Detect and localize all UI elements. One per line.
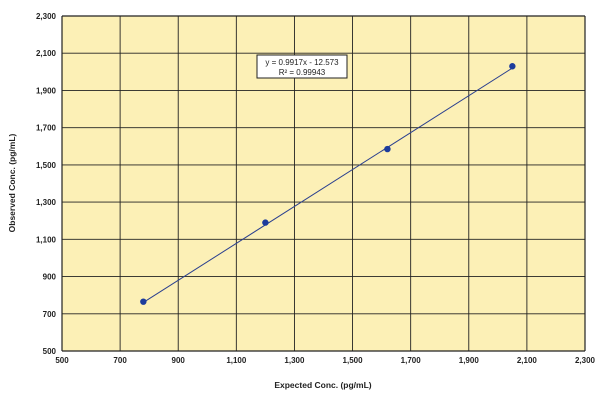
x-tick-label: 2,100 xyxy=(517,356,538,365)
x-tick-label: 1,900 xyxy=(459,356,480,365)
x-tick-label: 2,300 xyxy=(575,356,596,365)
regression-annotation: y = 0.9917x - 12.573 R² = 0.99943 xyxy=(256,54,348,79)
y-tick-label: 1,700 xyxy=(36,124,57,133)
x-tick-label: 1,100 xyxy=(226,356,247,365)
data-point xyxy=(384,145,391,153)
x-axis-title: Expected Conc. (pg/mL) xyxy=(274,380,371,390)
r-squared-label: R² = 0.99943 xyxy=(279,68,326,77)
y-tick-label: 2,300 xyxy=(36,12,57,21)
y-tick-label: 1,100 xyxy=(36,235,57,244)
trendline xyxy=(143,67,513,303)
y-tick-label: 1,300 xyxy=(36,198,57,207)
data-points xyxy=(140,63,516,305)
x-tick-label: 1,500 xyxy=(343,356,364,365)
equation-label: y = 0.9917x - 12.573 xyxy=(265,58,339,67)
x-tick-label: 900 xyxy=(172,356,186,365)
x-tick-label: 700 xyxy=(113,356,127,365)
y-tick-labels: 500 700 900 1,100 1,300 1,500 1,700 1,900 2,100 2… xyxy=(36,12,57,356)
data-point xyxy=(140,298,147,305)
data-point xyxy=(509,63,516,70)
y-axis-title: Observed Conc. (pg/mL) xyxy=(7,133,17,232)
y-tick-label: 1,900 xyxy=(36,86,57,95)
grid-lines xyxy=(61,15,586,352)
y-tick-label: 500 xyxy=(43,347,57,356)
y-tick-label: 700 xyxy=(43,310,57,319)
y-tick-label: 1,500 xyxy=(36,161,57,170)
y-tick-label: 900 xyxy=(43,273,57,282)
x-tick-labels: 500 700 900 1,100 1,300 1,500 1,700 1,900 2,100 2… xyxy=(55,356,595,365)
x-tick-label: 500 xyxy=(55,356,69,365)
x-tick-label: 1,700 xyxy=(401,356,422,365)
annotation-box xyxy=(256,54,348,79)
y-tick-label: 2,100 xyxy=(36,49,57,58)
data-point xyxy=(262,219,269,226)
x-tick-label: 1,300 xyxy=(284,356,305,365)
